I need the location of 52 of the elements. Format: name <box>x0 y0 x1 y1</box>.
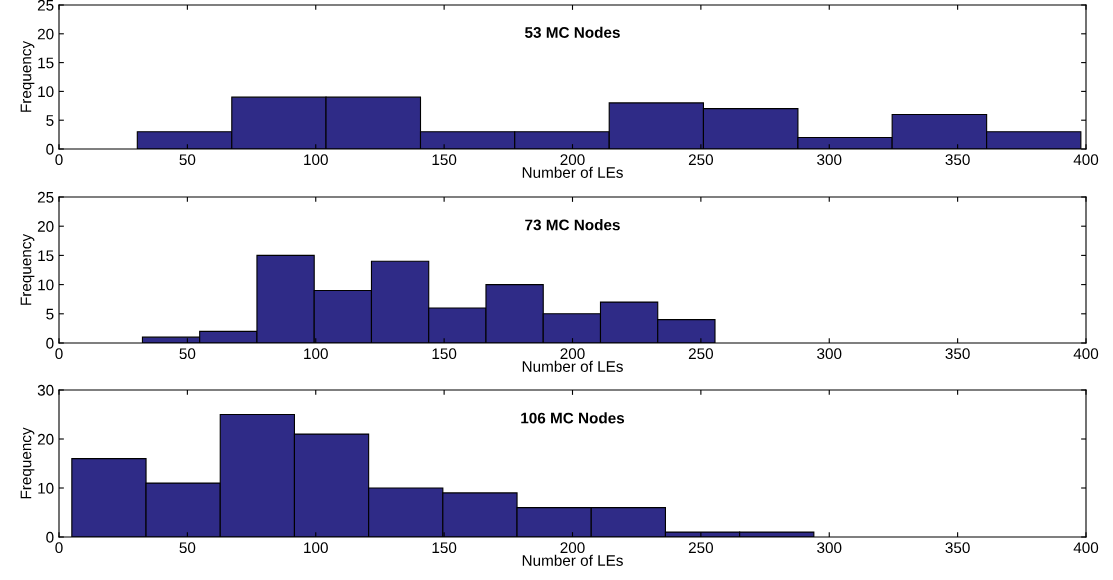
y-tick-label: 5 <box>46 308 54 320</box>
y-tick-label: 10 <box>38 482 54 494</box>
x-tick-label: 250 <box>688 348 714 360</box>
x-tick-label: 100 <box>304 348 328 360</box>
y-tick-label: 0 <box>46 531 54 543</box>
y-tick-label: 15 <box>38 250 54 262</box>
x-tick-label: 200 <box>560 348 585 360</box>
x-tick-label: 350 <box>945 154 970 166</box>
y-tick-label: 25 <box>37 0 54 11</box>
y-tick-label: 0 <box>46 337 54 349</box>
y-axis-title: Frequency <box>20 233 35 305</box>
text: 106 MC Nodes <box>521 412 625 424</box>
x-tick-label: 100 <box>304 542 328 554</box>
x-tick-label: 300 <box>817 348 842 360</box>
x-tick-label: 50 <box>179 154 196 166</box>
y-axis-title: Frequency <box>20 427 35 499</box>
x-tick-label: 350 <box>945 542 970 554</box>
x-tick-label: 400 <box>1073 542 1099 554</box>
y-tick-label: 20 <box>37 28 54 40</box>
x-tick-label: 0 <box>55 154 63 166</box>
x-tick-label: 50 <box>179 542 196 554</box>
y-tick-label: 10 <box>38 279 54 291</box>
x-tick-label: 400 <box>1073 348 1099 360</box>
x-axis-title: Number of LEs <box>522 360 623 372</box>
x-tick-label: 0 <box>55 542 63 554</box>
y-tick-label: 25 <box>37 191 54 203</box>
x-tick-label: 0 <box>55 348 63 360</box>
y-tick-label: 10 <box>38 86 54 98</box>
x-tick-label: 400 <box>1073 154 1099 166</box>
text: 53 MC Nodes <box>525 26 620 38</box>
y-tick-label: 5 <box>46 115 54 126</box>
y-tick-label: 30 <box>37 384 54 396</box>
x-tick-label: 300 <box>817 154 842 166</box>
x-tick-label: 250 <box>688 542 714 554</box>
y-tick-label: 20 <box>37 433 54 445</box>
y-tick-label: 20 <box>37 221 54 232</box>
x-tick-label: 100 <box>304 154 328 166</box>
x-tick-label: 250 <box>688 154 714 166</box>
x-axis-title: Number of LEs <box>522 554 623 566</box>
y-axis-title: Frequency <box>20 40 35 112</box>
x-tick-label: 50 <box>179 348 196 360</box>
x-tick-label: 150 <box>432 348 457 360</box>
x-tick-label: 200 <box>560 542 585 554</box>
x-tick-label: 200 <box>560 154 585 166</box>
text: 73 MC Nodes <box>525 219 620 231</box>
x-tick-label: 350 <box>945 348 970 360</box>
x-tick-label: 150 <box>432 542 457 554</box>
x-axis-title: Number of LEs <box>522 166 623 178</box>
x-tick-label: 300 <box>817 542 842 554</box>
y-tick-label: 0 <box>46 143 54 155</box>
x-tick-label: 150 <box>432 154 457 166</box>
y-tick-label: 15 <box>38 57 54 69</box>
